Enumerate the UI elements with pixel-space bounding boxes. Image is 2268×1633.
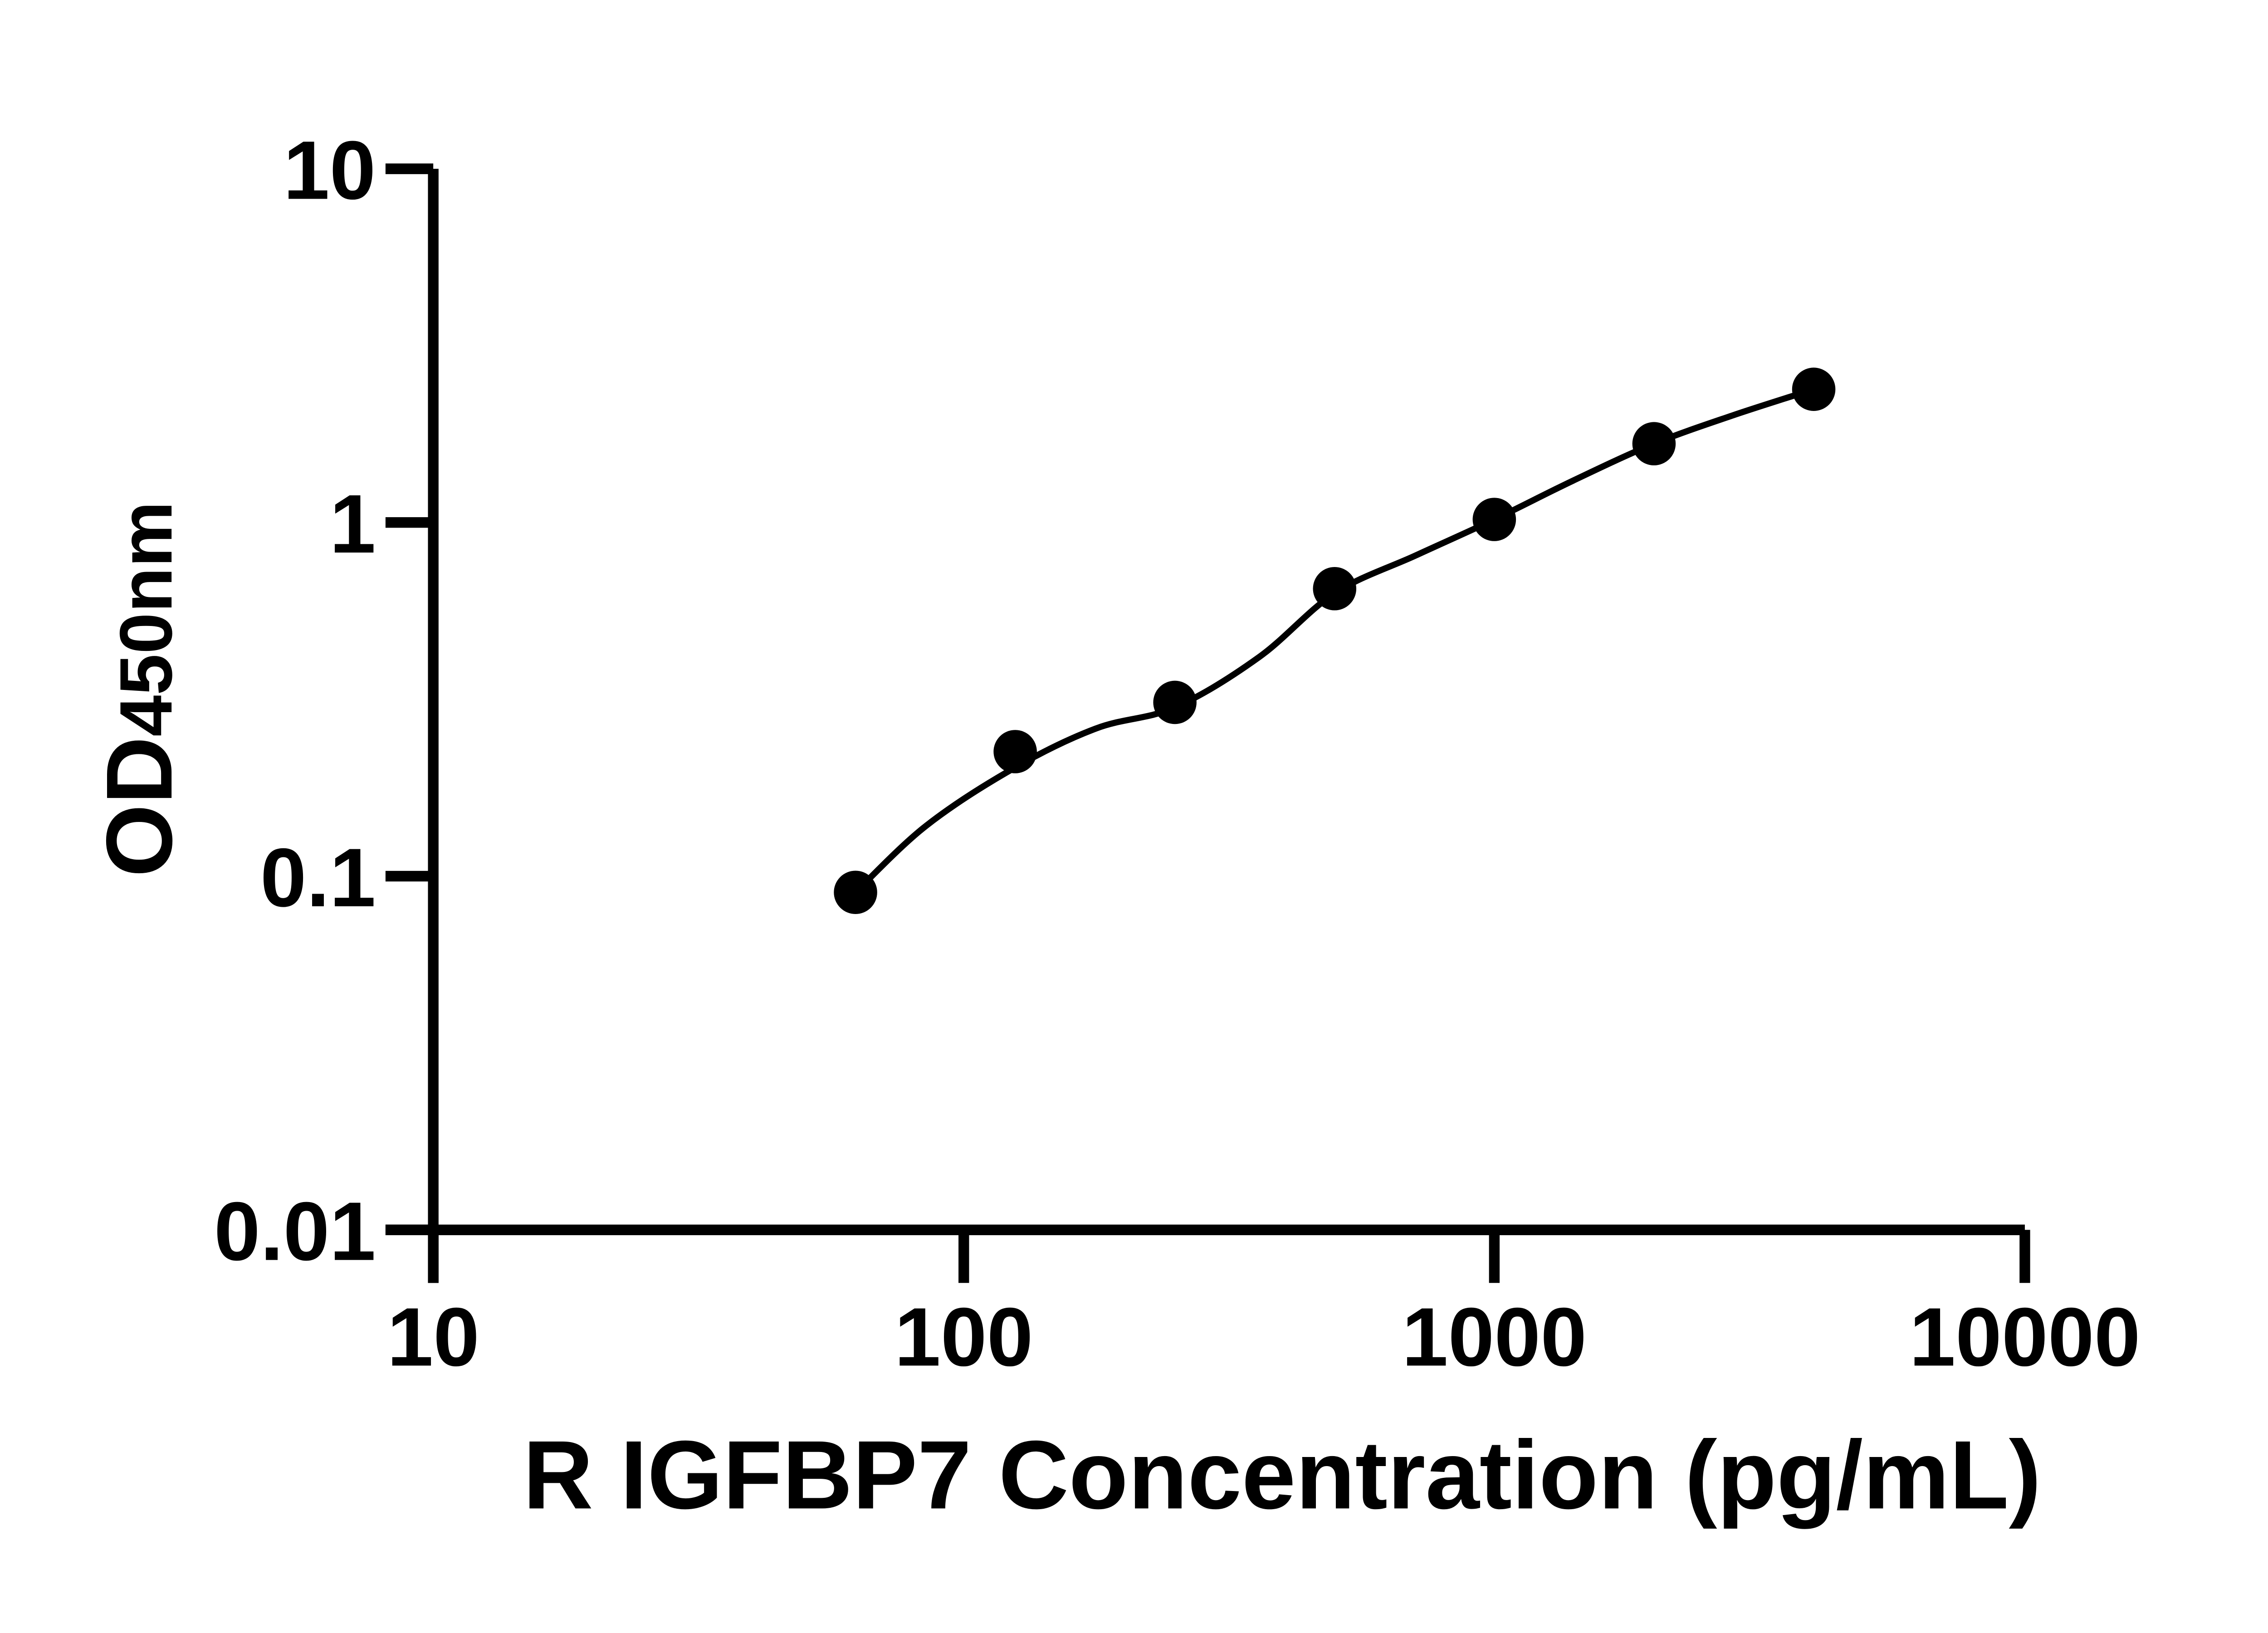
data-point: [1632, 422, 1676, 465]
curve-and-points-layer: [834, 367, 1836, 914]
canvas-background: [0, 20, 2268, 1613]
y-axis-title-sub: 450nm: [104, 501, 187, 737]
x-tick-label: 10000: [1909, 1291, 2141, 1384]
y-tick-label: 0.01: [214, 1185, 376, 1278]
x-tick-label: 100: [894, 1291, 1033, 1384]
data-point: [834, 870, 877, 914]
data-point: [1313, 567, 1357, 611]
x-tick-label: 1000: [1402, 1291, 1587, 1384]
y-tick-label: 10: [284, 123, 376, 216]
y-axis-title: OD450nm: [87, 501, 191, 877]
data-point: [1153, 680, 1197, 724]
data-point: [993, 730, 1037, 773]
data-point: [1792, 367, 1836, 411]
x-axis-title: R IGFBP7 Concentration (pg/mL): [523, 1421, 2041, 1529]
y-axis-title-main: OD: [87, 737, 191, 877]
data-point: [1472, 498, 1516, 541]
x-tick-label: 10: [387, 1291, 479, 1384]
y-tick-label: 1: [330, 477, 376, 570]
y-tick-label: 0.1: [260, 831, 376, 924]
